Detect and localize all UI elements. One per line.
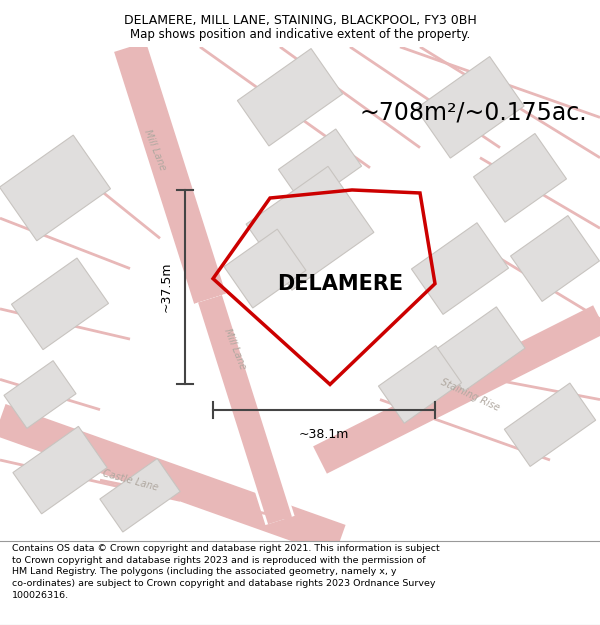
Polygon shape [11, 258, 109, 349]
Text: ~37.5m: ~37.5m [160, 262, 173, 312]
Text: ~708m²/~0.175ac.: ~708m²/~0.175ac. [360, 101, 587, 124]
Polygon shape [0, 135, 110, 241]
Polygon shape [505, 383, 596, 466]
Polygon shape [224, 229, 306, 308]
Text: Contains OS data © Crown copyright and database right 2021. This information is : Contains OS data © Crown copyright and d… [12, 544, 440, 600]
Text: Castle Lane: Castle Lane [101, 468, 159, 492]
Polygon shape [278, 129, 362, 207]
Polygon shape [379, 346, 461, 423]
Text: Map shows position and indicative extent of the property.: Map shows position and indicative extent… [130, 28, 470, 41]
Polygon shape [511, 216, 599, 301]
Text: ~38.1m: ~38.1m [299, 428, 349, 441]
Polygon shape [238, 49, 343, 146]
Polygon shape [100, 459, 180, 532]
Polygon shape [246, 166, 374, 290]
Text: Mill Lane: Mill Lane [142, 127, 168, 172]
Text: Staining Rise: Staining Rise [439, 376, 501, 413]
Polygon shape [435, 307, 525, 391]
Polygon shape [473, 134, 566, 222]
Text: DELAMERE, MILL LANE, STAINING, BLACKPOOL, FY3 0BH: DELAMERE, MILL LANE, STAINING, BLACKPOOL… [124, 14, 476, 27]
Text: DELAMERE: DELAMERE [277, 274, 403, 294]
Polygon shape [416, 57, 524, 158]
Text: Mill Lane: Mill Lane [222, 328, 248, 371]
Polygon shape [13, 426, 107, 514]
Polygon shape [412, 222, 509, 314]
Polygon shape [4, 361, 76, 428]
